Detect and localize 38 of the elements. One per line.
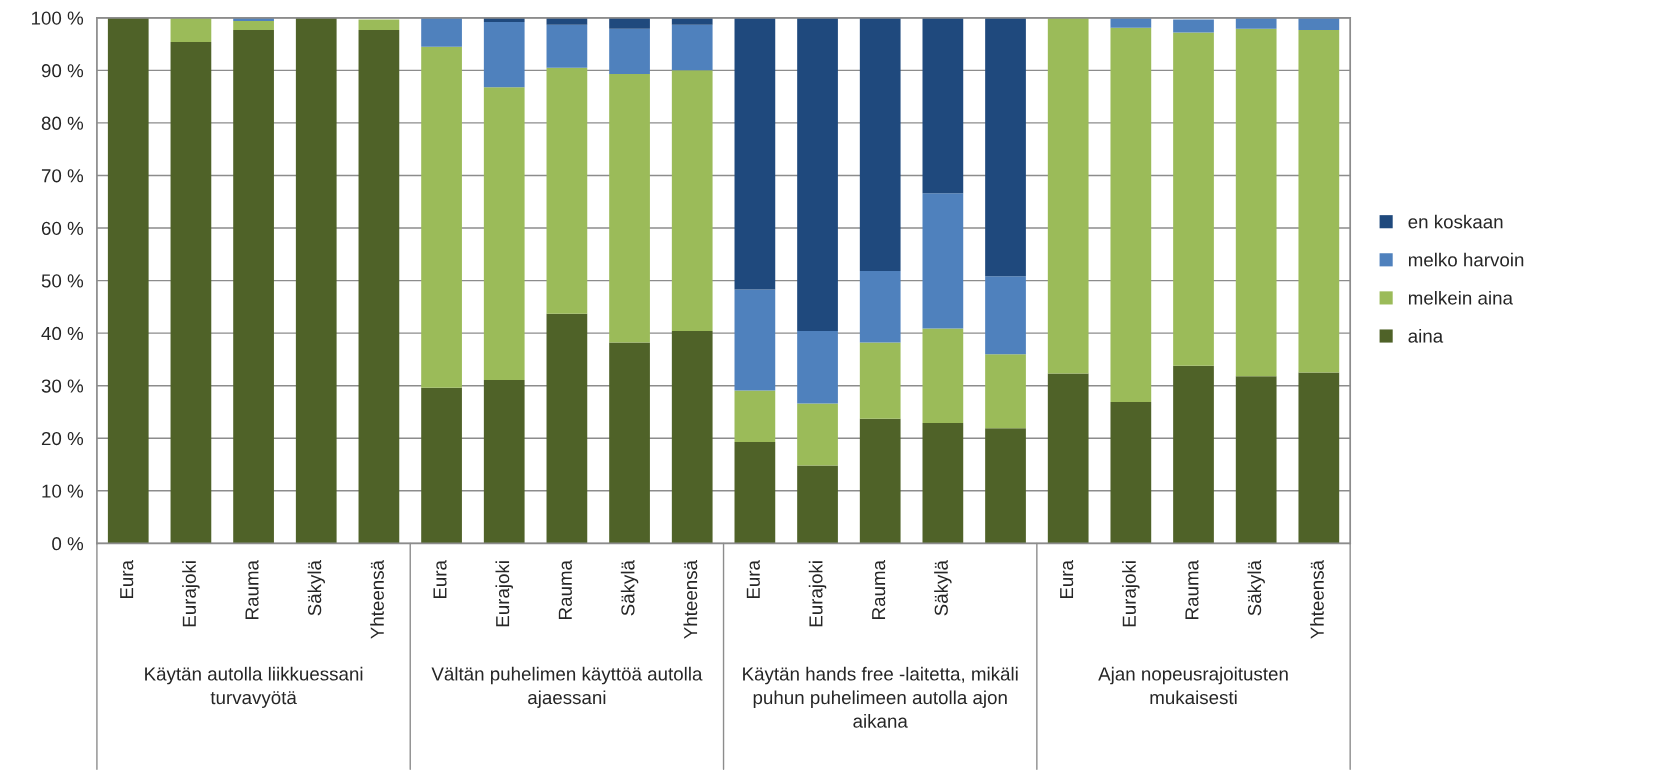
text: Vältän puhelimen käyttöä autolla ajaessani bbox=[431, 666, 703, 708]
legend-label: melko harvoin bbox=[1408, 252, 1524, 267]
text: Käytän hands free -laitetta, mikäli puhun puhelimeen autolla ajon aikana bbox=[743, 666, 1018, 728]
y-tick-label: 60 % bbox=[41, 221, 84, 235]
y-tick-label: 10 % bbox=[42, 484, 84, 498]
x-tick-label: Säkylä bbox=[1247, 560, 1265, 616]
y-tick-label: 0 % bbox=[52, 537, 84, 551]
x-tick-label: Rauma bbox=[872, 560, 886, 619]
x-tick-label: Rauma bbox=[558, 560, 572, 619]
y-tick-label: 70 % bbox=[41, 169, 84, 183]
x-tick-label: Rauma bbox=[1185, 560, 1199, 619]
y-tick-label: 80 % bbox=[41, 116, 84, 130]
legend-label: en koskaan bbox=[1408, 214, 1503, 229]
legend-label: melkein aina bbox=[1408, 290, 1513, 305]
x-tick-label: Eurajoki bbox=[808, 561, 827, 627]
x-tick-label: Rauma bbox=[245, 560, 259, 619]
x-tick-label: Eurajoki bbox=[1122, 561, 1140, 627]
x-tick-label: Säkylä bbox=[620, 560, 639, 616]
y-tick-label: 100 % bbox=[31, 11, 84, 25]
x-tick-label: Yhteensä bbox=[683, 560, 698, 639]
x-tick-label: Eurajoki bbox=[182, 561, 200, 627]
y-tick-label: 40 % bbox=[41, 326, 84, 341]
x-tick-label: Säkylä bbox=[307, 560, 325, 616]
x-tick-label: Eura bbox=[746, 560, 760, 599]
y-tick-label: 20 % bbox=[41, 431, 84, 446]
y-tick-label: 50 % bbox=[41, 274, 84, 288]
x-tick-label: Eura bbox=[120, 560, 134, 599]
x-tick-label: Yhteensä bbox=[1310, 560, 1324, 639]
legend-label: aina bbox=[1408, 328, 1444, 343]
x-tick-label: Eura bbox=[1060, 560, 1074, 599]
x-tick-label: Yhteensä bbox=[370, 560, 384, 639]
text: Käytän autolla liikkuessani turvavyötä bbox=[145, 666, 363, 708]
y-tick-label: 30 % bbox=[41, 379, 84, 393]
x-tick-label: Eura bbox=[433, 560, 447, 599]
text: Ajan nopeusrajoitusten mukaisesti bbox=[1098, 666, 1288, 705]
y-tick-label: 90 % bbox=[41, 64, 84, 78]
x-tick-label: Eurajoki bbox=[495, 561, 513, 627]
x-tick-label: Säkylä bbox=[934, 560, 952, 616]
